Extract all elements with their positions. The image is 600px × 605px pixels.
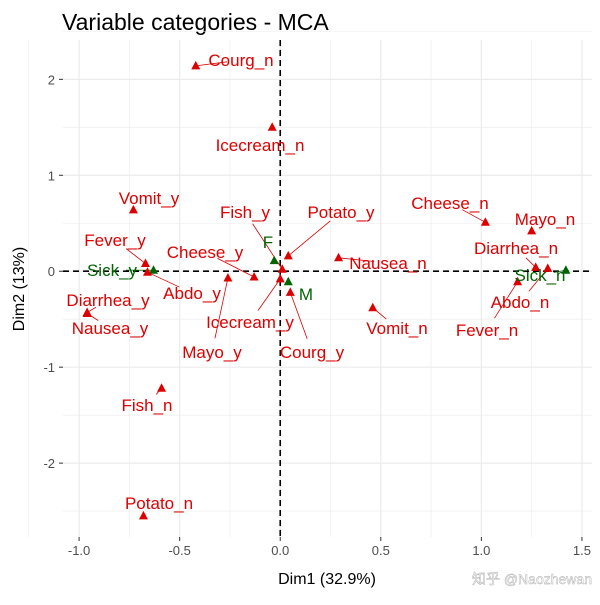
y-axis-label: Dim2 (13%) [11, 247, 28, 331]
reference-lines [63, 40, 592, 537]
point-label: Cheese_y [167, 243, 244, 262]
point-label: Potato_n [125, 494, 193, 513]
point-label: Cheese_n [411, 194, 489, 213]
point-label: Mayo_y [182, 343, 242, 362]
point-marker [141, 259, 150, 268]
point-label: Fish_n [121, 396, 172, 415]
point-marker [268, 122, 277, 130]
point-marker [284, 277, 293, 286]
point-label: Diarrhea_y [66, 291, 150, 310]
point-marker [157, 383, 166, 392]
point-label: M [299, 285, 313, 304]
point-label: Courg_n [208, 51, 273, 70]
point-marker [250, 272, 259, 281]
label-connector [258, 279, 280, 311]
point-label: Nausea_n [349, 254, 427, 273]
y-tick-label: 2 [48, 72, 55, 87]
point-marker [276, 274, 285, 283]
point-label: Sick_y [87, 261, 138, 280]
x-tick-label: -1.0 [68, 543, 90, 558]
watermark: 知乎 @Naozhewan [472, 571, 592, 587]
x-axis-ticks: -1.0 -0.5 0.0 0.5 1.0 1.5 [68, 537, 591, 558]
point-label: Abdo_y [163, 284, 221, 303]
x-tick-label: 0.0 [271, 543, 289, 558]
point-label: Fish_y [220, 203, 271, 222]
y-tick-label: -2 [43, 456, 55, 471]
point-label: Sick_n [514, 266, 565, 285]
point-marker [334, 253, 343, 262]
point-label: Fever_y [84, 231, 146, 250]
x-tick-label: 1.5 [573, 543, 591, 558]
x-axis-label: Dim1 (32.9%) [278, 571, 376, 588]
y-tick-label: 0 [48, 264, 55, 279]
y-tick-label: 1 [48, 168, 55, 183]
point-marker [284, 251, 293, 260]
point-marker [286, 287, 295, 296]
point-marker [223, 273, 232, 282]
point-label: Vomit_n [366, 319, 427, 338]
point-marker [481, 217, 490, 226]
point-label: Potato_y [307, 203, 375, 222]
point-label: F [263, 233, 273, 252]
point-label: Courg_y [280, 343, 345, 362]
point-label: Icecream_y [206, 313, 294, 332]
point-marker [278, 264, 287, 273]
point-label: Nausea_y [72, 319, 149, 338]
point-label: Mayo_n [515, 210, 575, 229]
x-tick-label: 0.5 [372, 543, 390, 558]
x-tick-label: -0.5 [168, 543, 190, 558]
point-marker [270, 256, 279, 265]
point-label: Fever_n [456, 321, 518, 340]
y-tick-label: -1 [43, 360, 55, 375]
point-label: Icecream_n [216, 136, 305, 155]
point-labels: Courg_n Icecream_n Vomit_y Cheese_n Mayo_n Po… [66, 51, 575, 513]
x-tick-label: 1.0 [472, 543, 490, 558]
point-marker [368, 303, 377, 312]
point-label: Vomit_y [119, 189, 180, 208]
points [83, 61, 571, 519]
point-label: Abdo_n [491, 293, 550, 312]
y-axis-ticks: -2 -1 0 1 2 [43, 72, 63, 471]
label-connector [288, 221, 330, 256]
point-label: Diarrhea_n [474, 239, 558, 258]
point-marker [149, 265, 158, 274]
